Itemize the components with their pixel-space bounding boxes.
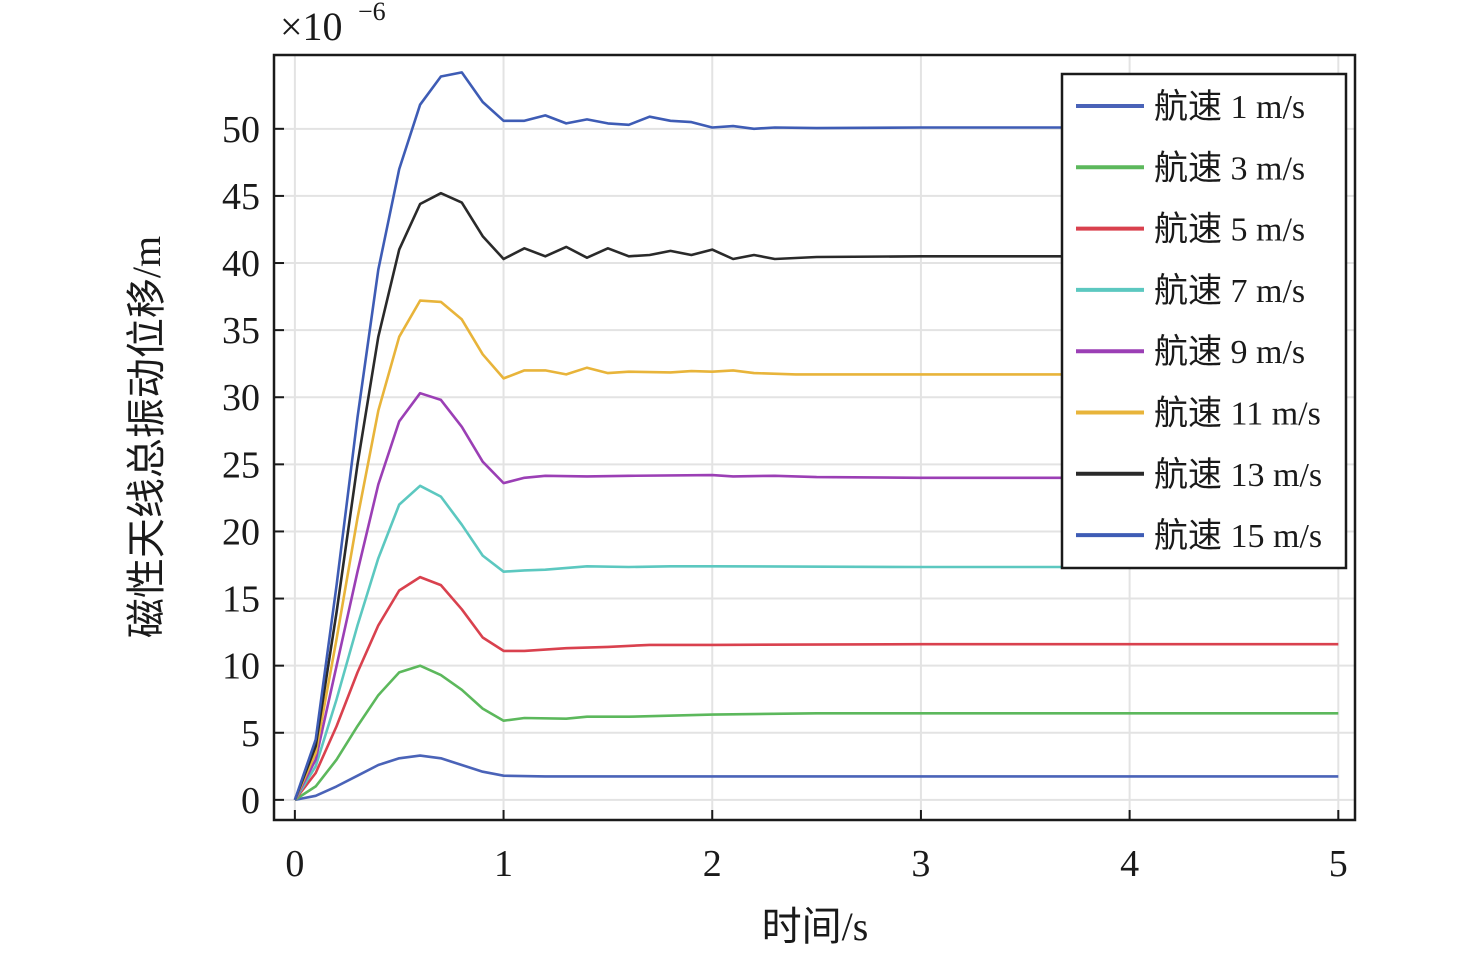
legend-box [1060,72,1348,570]
legend-item: 航速 7 m/s [1076,272,1305,310]
y-tick-label: 25 [222,444,260,486]
series-line-2 [294,664,1339,801]
x-axis-ticks: 0 1 2 3 4 5 [285,810,1348,885]
legend-label: 航速 11 m/s [1154,395,1321,433]
x-tick-label: 0 [285,843,304,885]
x-tick-label: 1 [494,843,513,885]
y-tick-label: 45 [222,176,260,218]
legend-item: 航速 1 m/s [1076,88,1305,126]
series-line-6 [293,299,1339,801]
legend-label: 航速 7 m/s [1154,272,1305,310]
legend-label: 航速 13 m/s [1154,456,1322,494]
legend-item: 航速 13 m/s [1076,456,1322,494]
legend-label: 航速 1 m/s [1154,88,1305,126]
y-tick-label: 5 [241,713,260,755]
legend: 航速 1 m/s 航速 3 m/s 航速 5 m/s 航速 7 m/s 航速 9 m/s… [1060,72,1348,570]
series-line-4 [293,484,1339,801]
series-line-3 [293,575,1339,801]
y-tick-label: 20 [222,511,260,553]
legend-item: 航速 9 m/s [1076,333,1305,371]
legend-label: 航速 15 m/s [1154,517,1322,555]
y-multiplier-exponent: −6 [358,0,386,26]
y-tick-label: 0 [241,780,260,822]
y-multiplier: ×10 −6 [280,0,386,49]
series-line-8 [293,71,1339,801]
legend-label: 航速 9 m/s [1154,333,1305,371]
series-line-7 [293,191,1339,801]
plot-frame [272,53,1357,822]
y-tick-label: 50 [222,109,260,151]
y-tick-label: 30 [222,377,260,419]
series-lines [293,71,1339,802]
x-axis-title: 时间/s [762,904,869,949]
x-tick-label: 5 [1329,843,1348,885]
legend-item: 航速 5 m/s [1076,211,1305,249]
y-multiplier-base: ×10 [280,4,343,49]
series-line-5 [293,391,1339,801]
series-line-1 [294,754,1339,802]
y-axis-ticks: 0 5 10 15 20 25 30 35 40 45 50 [222,109,284,822]
legend-label: 航速 3 m/s [1154,149,1305,187]
legend-item: 航速 11 m/s [1076,395,1321,433]
x-tick-label: 2 [703,843,722,885]
legend-item: 航速 15 m/s [1076,517,1322,555]
y-tick-label: 10 [222,646,260,688]
y-tick-label: 40 [222,243,260,285]
y-axis-title: 磁性天线总振动位移/m [124,236,169,638]
x-tick-label: 4 [1120,843,1139,885]
legend-item: 航速 3 m/s [1076,149,1305,187]
legend-items: 航速 1 m/s 航速 3 m/s 航速 5 m/s 航速 7 m/s 航速 9 m/s… [1076,88,1322,555]
legend-label: 航速 5 m/s [1154,211,1305,249]
y-tick-label: 35 [222,310,260,352]
y-tick-label: 15 [222,579,260,621]
x-tick-label: 3 [911,843,930,885]
